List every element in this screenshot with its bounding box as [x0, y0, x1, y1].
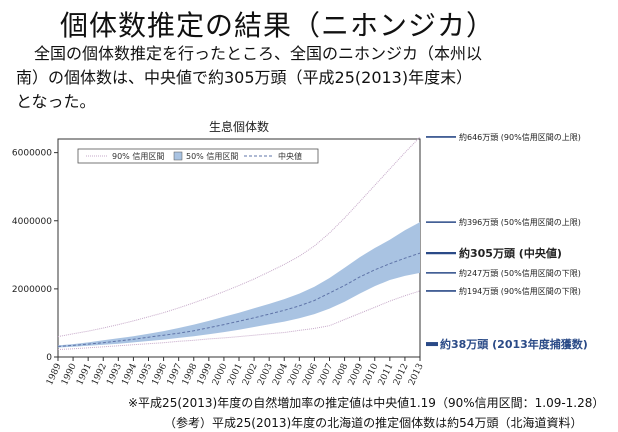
- legend-label-median: 中央値: [278, 151, 302, 161]
- annotation-label: 約396万頭 (50%信用区間の上限): [459, 217, 581, 227]
- y-tick-label: 6000000: [12, 149, 52, 159]
- annotation-label: 約646万頭 (90%信用区間の上限): [459, 132, 581, 142]
- annotation-label: 約194万頭 (90%信用区間の下限): [459, 286, 581, 296]
- chart-title: 生息個体数: [209, 119, 269, 134]
- series-90-upper-line: [57, 136, 421, 338]
- footnote-growth-rate: ※平成25(2013)年度の自然増加率の推定値は中央値1.19（90%信用区間：…: [128, 396, 605, 410]
- legend-box: [77, 148, 319, 164]
- series-median-line: [57, 252, 421, 347]
- legend-swatch-50: [173, 151, 183, 161]
- y-tick-label: 0: [46, 353, 52, 363]
- intro-text: 全国の個体数推定を行ったところ、全国のニホンジカ（本州以 南）の個体数は、中央値…: [16, 42, 616, 114]
- y-tick-label: 2000000: [12, 285, 52, 295]
- legend-label-50: 50% 信用区間: [186, 151, 238, 161]
- band-50-credible-interval: [58, 222, 420, 348]
- legend-label-90: 90% 信用区間: [112, 151, 164, 161]
- x-tick-label: 2013: [407, 362, 426, 387]
- footnote-hokkaido: （参考）平成25(2013)年度の北海道の推定個体数は約54万頭（北海道資料）: [164, 416, 583, 430]
- series-90-lower-line: [57, 290, 421, 350]
- annotation-label: 約38万頭 (2013年度捕獲数): [440, 337, 588, 351]
- page-title: 個体数推定の結果（ニホンジカ）: [60, 9, 496, 42]
- intro-line-3: となった。: [16, 92, 96, 111]
- y-tick-label: 4000000: [12, 217, 52, 227]
- annotation-label: 約305万頭 (中央値): [459, 246, 562, 260]
- intro-line-2: 南）の個体数は、中央値で約305万頭（平成25(2013)年度末）: [16, 68, 473, 87]
- population-chart: 生息個体数02000000400000060000001989199019911…: [12, 119, 588, 387]
- intro-line-1: 全国の個体数推定を行ったところ、全国のニホンジカ（本州以: [34, 44, 483, 63]
- annotation-label: 約247万頭 (50%信用区間の下限): [459, 268, 581, 278]
